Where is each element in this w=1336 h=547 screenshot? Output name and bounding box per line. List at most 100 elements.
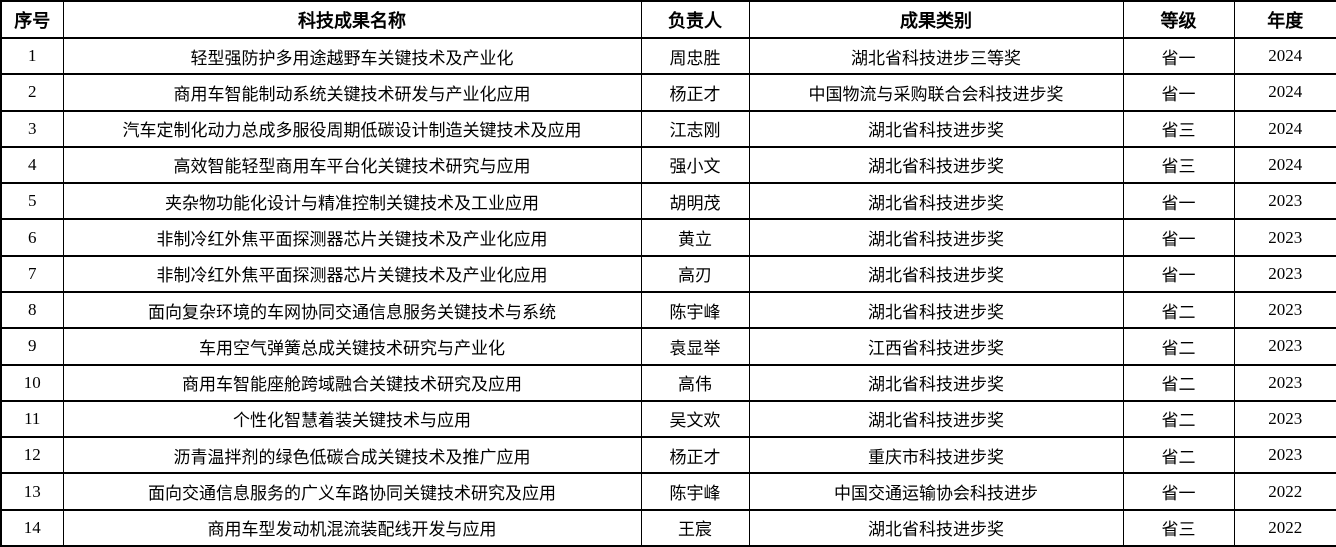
cell-index: 5	[0, 182, 64, 221]
cell-year: 2024	[1233, 73, 1336, 112]
cell-name: 面向复杂环境的车网协同交通信息服务关键技术与系统	[62, 290, 642, 330]
cell-category: 湖北省科技进步奖	[748, 399, 1124, 439]
cell-name: 高效智能轻型商用车平台化关键技术研究与应用	[62, 145, 642, 185]
cell-year: 2023	[1233, 254, 1336, 293]
cell-level: 省一	[1122, 218, 1235, 257]
cell-level: 省一	[1122, 254, 1235, 293]
cell-name: 面向交通信息服务的广义车路协同关键技术研究及应用	[62, 472, 642, 511]
cell-category: 湖北省科技进步奖	[748, 290, 1124, 330]
cell-level: 省一	[1122, 472, 1235, 511]
cell-index: 8	[0, 290, 64, 330]
cell-index: 4	[0, 145, 64, 185]
cell-level: 省二	[1122, 327, 1235, 366]
cell-leader: 黄立	[640, 218, 750, 257]
cell-leader: 王宸	[640, 508, 750, 547]
cell-index: 1	[0, 36, 64, 76]
table-row: 13 面向交通信息服务的广义车路协同关键技术研究及应用 陈宇峰 中国交通运输协会科技进…	[0, 472, 1336, 511]
cell-category: 中国物流与采购联合会科技进步奖	[748, 73, 1124, 112]
cell-category: 江西省科技进步奖	[748, 327, 1124, 366]
cell-level: 省二	[1122, 290, 1235, 330]
cell-year: 2022	[1233, 472, 1336, 511]
cell-index: 13	[0, 472, 64, 511]
cell-category: 湖北省科技进步奖	[748, 218, 1124, 257]
column-header-index: 序号	[0, 0, 64, 39]
column-header-name: 科技成果名称	[62, 0, 642, 39]
column-header-level: 等级	[1122, 0, 1235, 39]
cell-category: 湖北省科技进步奖	[748, 145, 1124, 185]
cell-category: 湖北省科技进步奖	[748, 508, 1124, 547]
cell-year: 2023	[1233, 363, 1336, 402]
cell-leader: 高刃	[640, 254, 750, 293]
cell-name: 车用空气弹簧总成关键技术研究与产业化	[62, 327, 642, 366]
cell-level: 省三	[1122, 145, 1235, 185]
cell-level: 省二	[1122, 363, 1235, 402]
cell-leader: 袁显举	[640, 327, 750, 366]
cell-leader: 胡明茂	[640, 182, 750, 221]
cell-index: 7	[0, 254, 64, 293]
table-row: 10 商用车智能座舱跨域融合关键技术研究及应用 高伟 湖北省科技进步奖 省二 2023	[0, 363, 1336, 402]
table-row: 8 面向复杂环境的车网协同交通信息服务关键技术与系统 陈宇峰 湖北省科技进步奖 省二 20…	[0, 290, 1336, 330]
cell-category: 湖北省科技进步三等奖	[748, 36, 1124, 76]
table-row: 9 车用空气弹簧总成关键技术研究与产业化 袁显举 江西省科技进步奖 省二 2023	[0, 327, 1336, 366]
cell-category: 重庆市科技进步奖	[748, 436, 1124, 475]
table-row: 12 沥青温拌剂的绿色低碳合成关键技术及推广应用 杨正才 重庆市科技进步奖 省二 2023	[0, 436, 1336, 475]
cell-name: 个性化智慧着装关键技术与应用	[62, 399, 642, 439]
table-row: 4 高效智能轻型商用车平台化关键技术研究与应用 强小文 湖北省科技进步奖 省三 2024	[0, 145, 1336, 185]
cell-leader: 陈宇峰	[640, 472, 750, 511]
cell-level: 省三	[1122, 109, 1235, 148]
cell-name: 非制冷红外焦平面探测器芯片关键技术及产业化应用	[62, 254, 642, 293]
cell-name: 夹杂物功能化设计与精准控制关键技术及工业应用	[62, 182, 642, 221]
cell-level: 省一	[1122, 36, 1235, 76]
cell-leader: 杨正才	[640, 73, 750, 112]
cell-category: 中国交通运输协会科技进步	[748, 472, 1124, 511]
cell-index: 11	[0, 399, 64, 439]
cell-index: 9	[0, 327, 64, 366]
cell-year: 2024	[1233, 36, 1336, 76]
cell-category: 湖北省科技进步奖	[748, 254, 1124, 293]
cell-index: 6	[0, 218, 64, 257]
table-body: 1 轻型强防护多用途越野车关键技术及产业化 周忠胜 湖北省科技进步三等奖 省一 2024 2…	[0, 36, 1336, 547]
cell-name: 商用车智能制动系统关键技术研发与产业化应用	[62, 73, 642, 112]
column-header-year: 年度	[1233, 0, 1336, 39]
cell-level: 省一	[1122, 182, 1235, 221]
table-row: 3 汽车定制化动力总成多服役周期低碳设计制造关键技术及应用 江志刚 湖北省科技进步奖省…	[0, 109, 1336, 148]
cell-leader: 高伟	[640, 363, 750, 402]
cell-year: 2023	[1233, 218, 1336, 257]
header-row: 序号 科技成果名称 负责人 成果类别 等级 年度	[0, 0, 1336, 39]
cell-category: 湖北省科技进步奖	[748, 182, 1124, 221]
cell-index: 3	[0, 109, 64, 148]
cell-year: 2024	[1233, 145, 1336, 185]
cell-leader: 强小文	[640, 145, 750, 185]
cell-index: 2	[0, 73, 64, 112]
table-row: 14 商用车型发动机混流装配线开发与应用 王宸 湖北省科技进步奖 省三 2022	[0, 508, 1336, 547]
cell-name: 汽车定制化动力总成多服役周期低碳设计制造关键技术及应用	[62, 109, 642, 148]
cell-name: 商用车型发动机混流装配线开发与应用	[62, 508, 642, 547]
table-row: 5 夹杂物功能化设计与精准控制关键技术及工业应用 胡明茂 湖北省科技进步奖 省一 2023	[0, 182, 1336, 221]
cell-year: 2023	[1233, 182, 1336, 221]
cell-level: 省一	[1122, 73, 1235, 112]
cell-name: 商用车智能座舱跨域融合关键技术研究及应用	[62, 363, 642, 402]
cell-level: 省三	[1122, 508, 1235, 547]
table-row: 6 非制冷红外焦平面探测器芯片关键技术及产业化应用 黄立 湖北省科技进步奖 省一 2023	[0, 218, 1336, 257]
cell-index: 12	[0, 436, 64, 475]
cell-leader: 陈宇峰	[640, 290, 750, 330]
cell-year: 2024	[1233, 109, 1336, 148]
cell-name: 轻型强防护多用途越野车关键技术及产业化	[62, 36, 642, 76]
column-header-category: 成果类别	[748, 0, 1124, 39]
cell-year: 2023	[1233, 436, 1336, 475]
table-row: 11 个性化智慧着装关键技术与应用 吴文欢 湖北省科技进步奖 省二 2023	[0, 399, 1336, 439]
table-row: 1 轻型强防护多用途越野车关键技术及产业化 周忠胜 湖北省科技进步三等奖 省一 2024	[0, 36, 1336, 76]
cell-leader: 杨正才	[640, 436, 750, 475]
cell-year: 2023	[1233, 290, 1336, 330]
cell-leader: 吴文欢	[640, 399, 750, 439]
table-row: 2 商用车智能制动系统关键技术研发与产业化应用 杨正才 中国物流与采购联合会科技进步奖…	[0, 73, 1336, 112]
cell-leader: 江志刚	[640, 109, 750, 148]
cell-leader: 周忠胜	[640, 36, 750, 76]
cell-year: 2022	[1233, 508, 1336, 547]
cell-index: 14	[0, 508, 64, 547]
cell-name: 沥青温拌剂的绿色低碳合成关键技术及推广应用	[62, 436, 642, 475]
cell-level: 省二	[1122, 399, 1235, 439]
cell-name: 非制冷红外焦平面探测器芯片关键技术及产业化应用	[62, 218, 642, 257]
